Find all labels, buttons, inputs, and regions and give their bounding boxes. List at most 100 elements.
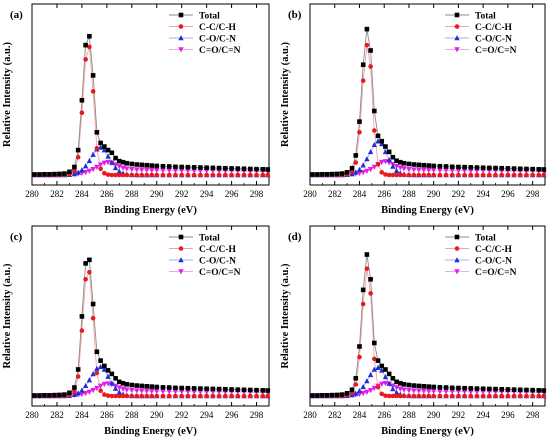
data-point — [83, 42, 88, 48]
data-point — [185, 385, 191, 391]
data-point — [449, 172, 455, 178]
data-point — [87, 44, 92, 50]
data-point — [406, 167, 412, 173]
data-point — [397, 172, 403, 178]
series-line-ccch — [312, 268, 544, 397]
data-point — [360, 162, 366, 168]
data-point — [426, 167, 432, 174]
data-point — [204, 165, 209, 171]
data-point — [97, 144, 104, 150]
data-point — [75, 169, 81, 175]
data-point — [149, 393, 155, 399]
data-point — [353, 382, 359, 387]
data-point — [368, 276, 373, 282]
data-point — [386, 149, 392, 155]
data-point — [179, 172, 184, 178]
data-point — [334, 171, 340, 177]
data-point — [101, 160, 108, 166]
data-point — [393, 163, 400, 170]
data-point — [82, 170, 89, 176]
data-point — [364, 42, 370, 48]
x-tick-label: 290 — [150, 189, 164, 199]
data-point — [79, 97, 85, 103]
data-point — [154, 172, 160, 178]
data-point — [105, 147, 111, 153]
data-point — [390, 393, 396, 399]
data-point — [474, 165, 480, 170]
data-point — [210, 386, 216, 392]
data-point — [390, 172, 396, 178]
data-point — [229, 387, 234, 392]
data-point — [109, 159, 115, 165]
data-point — [75, 367, 81, 372]
data-point — [42, 392, 47, 398]
x-tick-label: 282 — [328, 189, 342, 199]
data-point — [223, 172, 228, 178]
data-point — [72, 389, 77, 394]
data-point — [474, 172, 480, 178]
data-point — [113, 376, 118, 381]
data-point — [493, 172, 498, 178]
data-point — [339, 392, 345, 397]
data-point — [379, 138, 385, 144]
data-point — [499, 165, 505, 171]
data-point — [357, 344, 362, 349]
legend-label: C-C/C-H — [199, 23, 237, 33]
data-point — [344, 170, 350, 175]
data-point — [124, 166, 130, 172]
x-axis-label: Binding Energy (eV) — [104, 205, 197, 216]
data-point — [541, 167, 547, 172]
data-point — [166, 164, 172, 169]
data-point — [62, 392, 67, 397]
data-point — [375, 384, 381, 390]
data-point — [82, 163, 89, 169]
data-point — [310, 172, 315, 177]
data-point — [67, 390, 72, 396]
data-point — [310, 393, 315, 398]
data-point — [223, 386, 228, 392]
data-point — [367, 148, 374, 155]
series-line-total — [34, 36, 268, 175]
data-point — [241, 172, 247, 178]
x-tick-label: 280 — [303, 410, 317, 420]
plot-frame — [309, 225, 546, 407]
data-point — [379, 363, 385, 369]
x-tick-label: 290 — [150, 410, 164, 420]
data-point — [462, 172, 467, 178]
legend-marker — [178, 234, 184, 240]
legend-label: C-O/C-N — [475, 257, 512, 267]
data-point — [371, 366, 378, 372]
series-markers-total — [32, 257, 271, 398]
data-point — [379, 367, 385, 373]
x-tick-label: 294 — [476, 189, 490, 199]
data-point — [353, 153, 359, 158]
x-tick-label: 296 — [501, 189, 515, 199]
data-point — [94, 349, 100, 355]
data-point — [120, 159, 126, 165]
x-tick-label: 282 — [50, 189, 64, 199]
data-point — [113, 155, 118, 161]
x-tick-label: 292 — [175, 189, 189, 199]
data-point — [109, 371, 115, 377]
data-point — [386, 380, 392, 386]
data-point — [360, 62, 366, 68]
data-point — [356, 166, 363, 172]
x-tick-label: 280 — [25, 410, 39, 420]
data-point — [397, 159, 403, 165]
data-point — [511, 393, 517, 399]
x-tick-label: 284 — [75, 189, 89, 199]
data-point — [530, 166, 535, 172]
data-point — [112, 162, 119, 168]
data-point — [109, 393, 115, 399]
x-tick-label: 284 — [353, 410, 367, 420]
data-point — [134, 383, 140, 388]
data-point — [79, 387, 85, 393]
data-point — [210, 393, 216, 399]
data-point — [329, 392, 335, 398]
data-point — [524, 387, 529, 393]
data-point — [134, 172, 140, 178]
data-point — [329, 171, 335, 177]
data-point — [98, 140, 103, 146]
data-point — [480, 172, 486, 178]
